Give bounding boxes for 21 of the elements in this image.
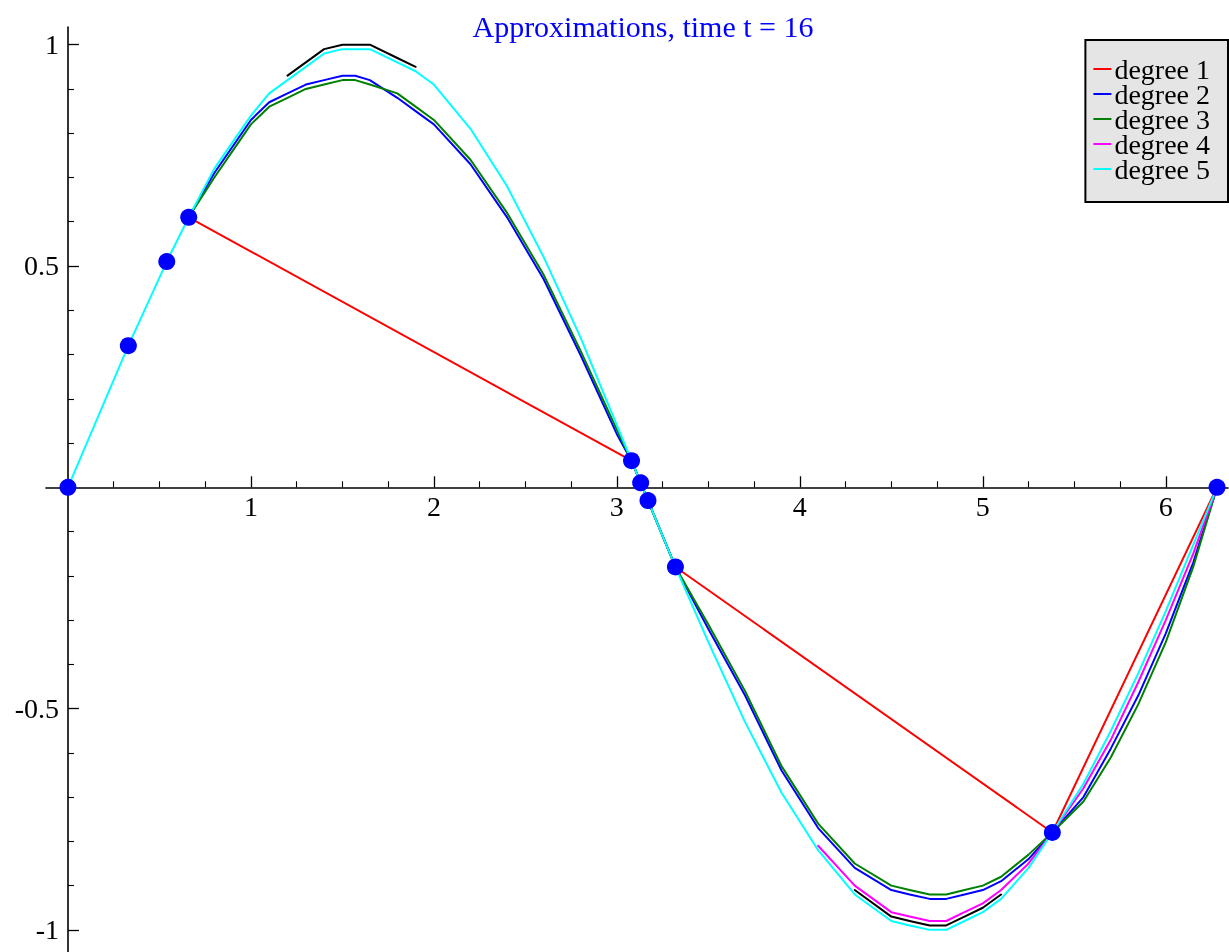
point <box>639 492 657 510</box>
x-tick-label: 4 <box>792 490 807 522</box>
point <box>1043 824 1061 841</box>
point <box>632 474 650 492</box>
y-tick-label: 0.5 <box>23 250 59 282</box>
point <box>666 558 684 576</box>
x-tick-label: 5 <box>975 490 990 522</box>
chart-title: Approximations, time t = 16 <box>472 9 814 43</box>
x-tick-label: 6 <box>1158 490 1173 522</box>
point <box>59 478 77 496</box>
y-tick-label: -0.5 <box>14 693 59 725</box>
y-tick-label: 1 <box>44 29 59 61</box>
x-tick-label: 1 <box>243 490 258 522</box>
point <box>119 337 137 355</box>
point <box>1208 478 1226 496</box>
point <box>623 452 641 470</box>
point <box>180 208 198 226</box>
y-tick-label: -1 <box>35 914 59 946</box>
point <box>158 253 176 271</box>
x-tick-label: 3 <box>609 490 624 522</box>
x-tick-label: 2 <box>426 490 441 522</box>
